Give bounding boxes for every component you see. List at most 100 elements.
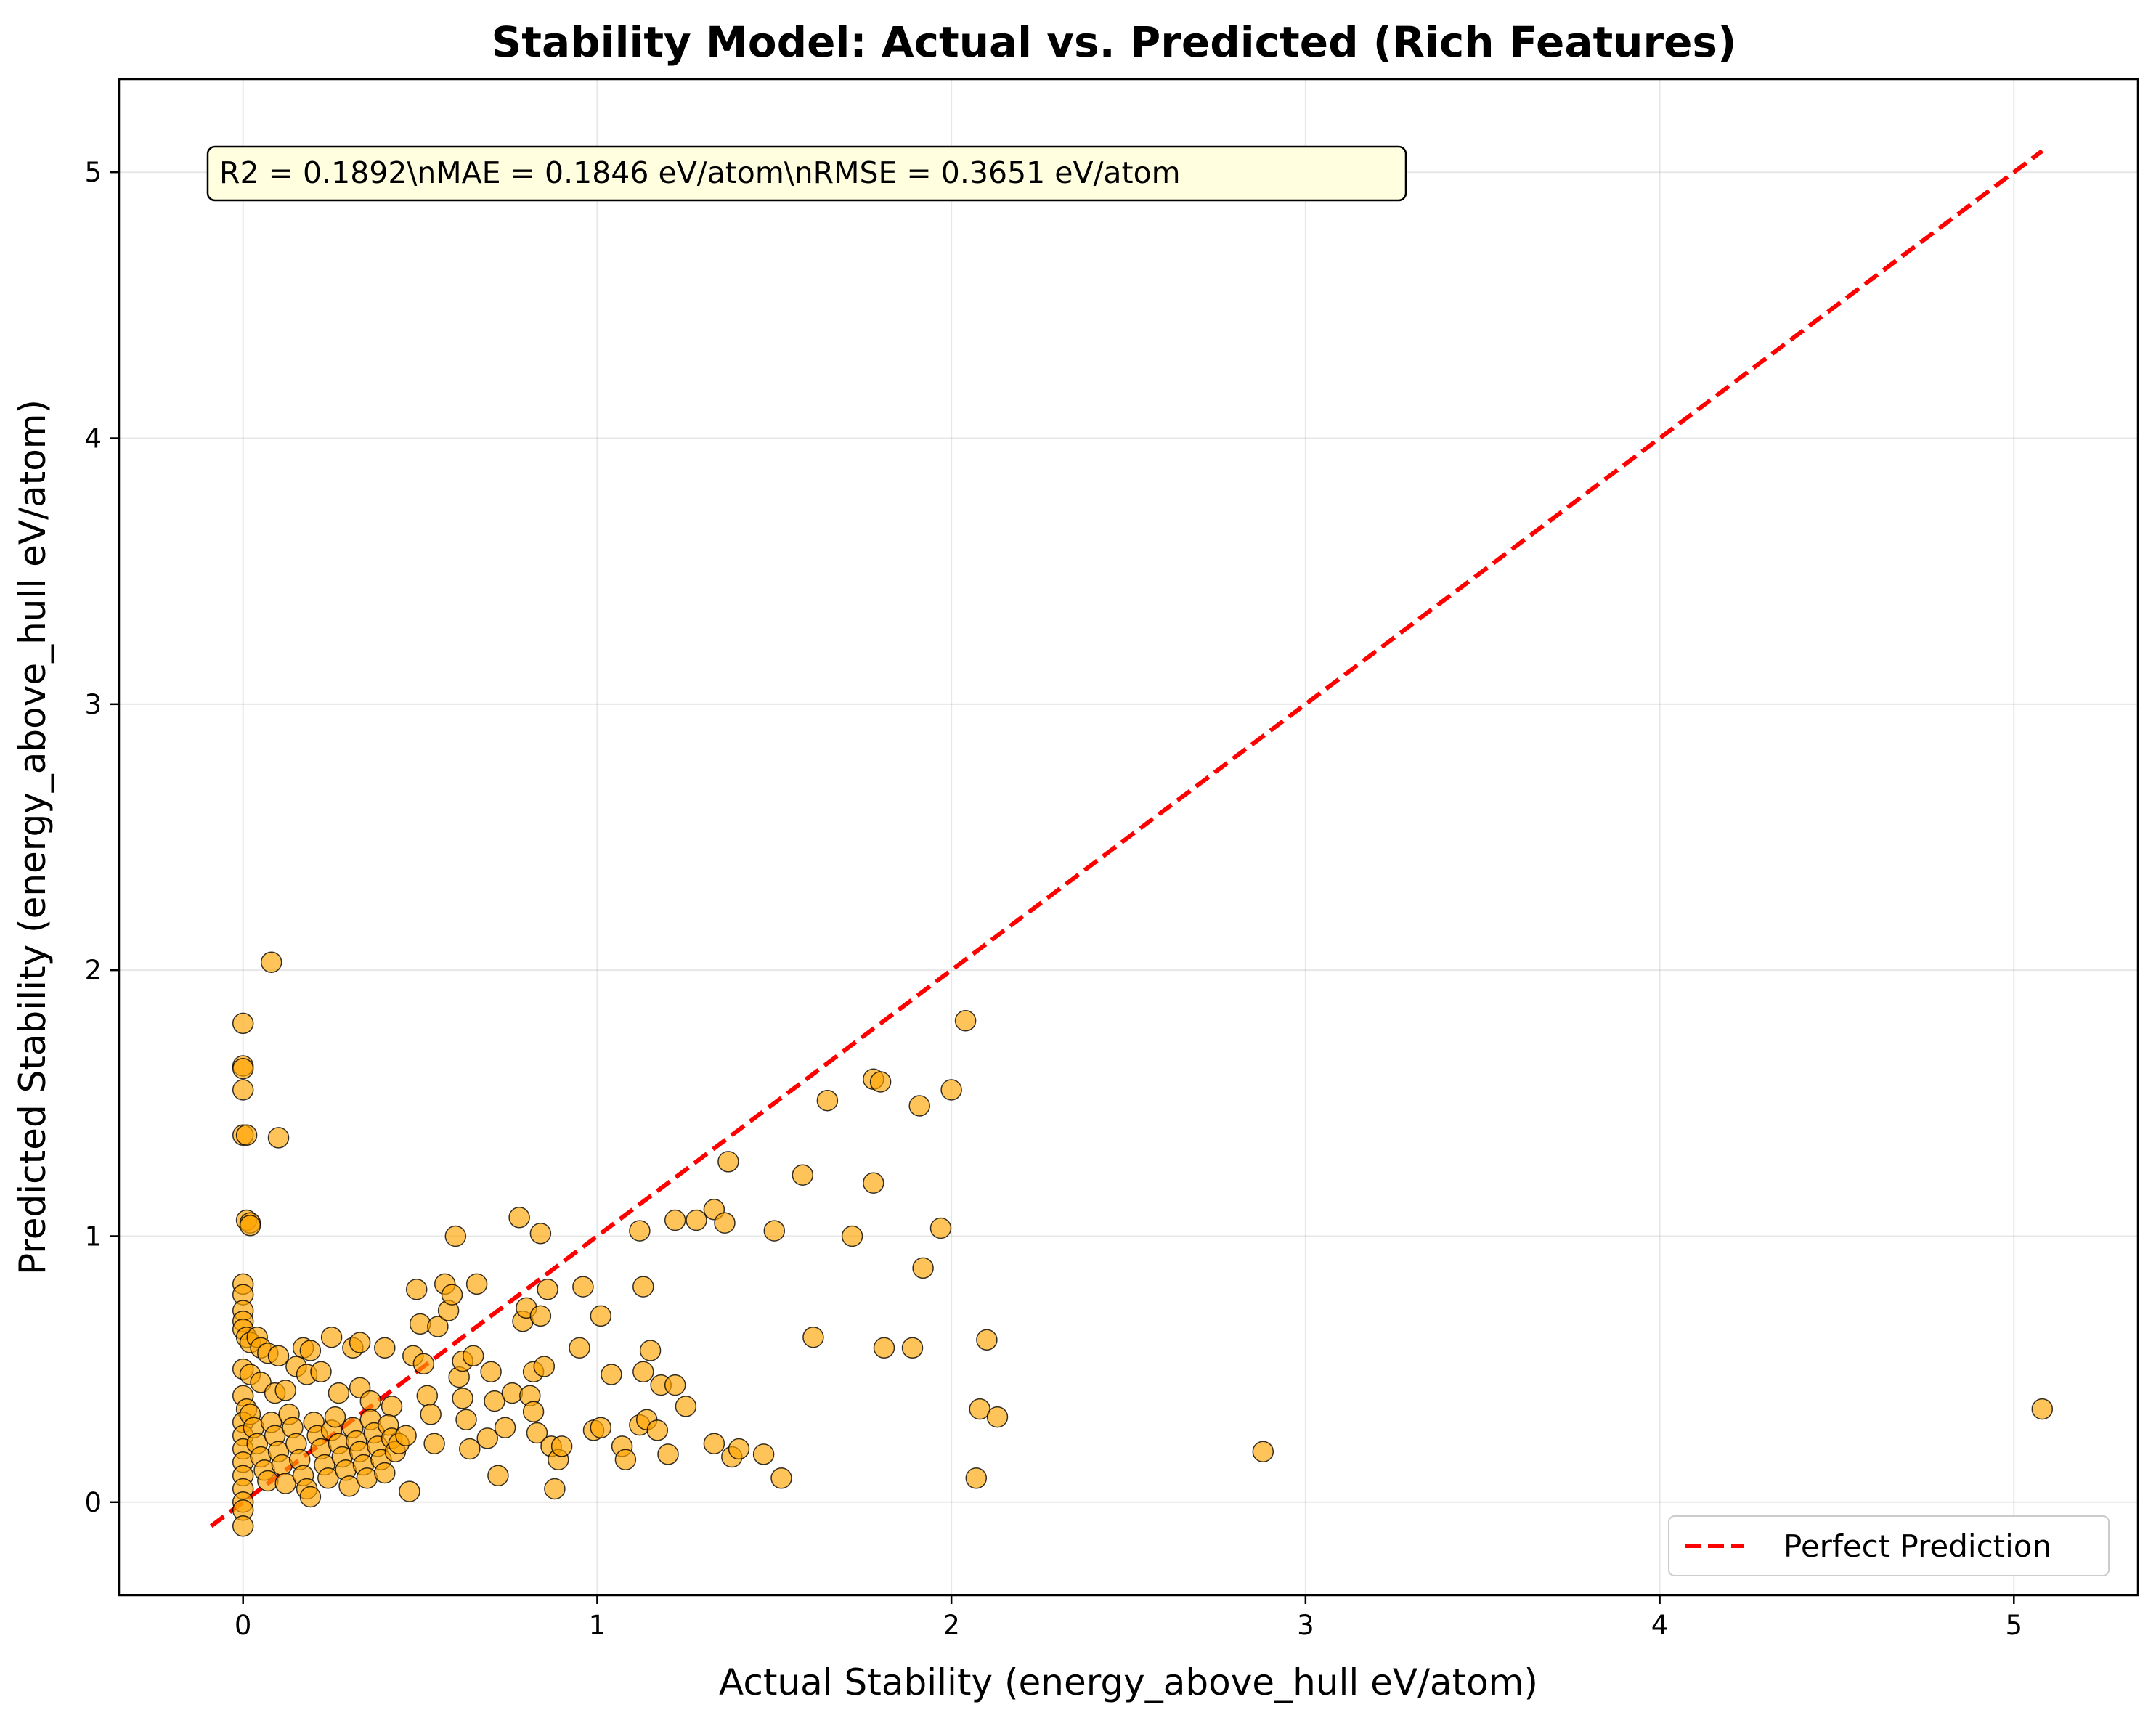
legend: Perfect Prediction (1668, 1515, 2110, 1576)
data-point (929, 1217, 952, 1239)
data-point (1252, 1441, 1274, 1462)
data-point (320, 1326, 343, 1348)
x-tick-label: 0 (235, 1610, 252, 1641)
data-point (569, 1337, 590, 1359)
plot-frame (118, 78, 2139, 1597)
data-point (601, 1364, 622, 1385)
data-point (356, 1467, 378, 1489)
axis-ticks: 0 1 2 3 4 5 0 1 2 3 4 5 (84, 157, 2022, 1641)
data-point (274, 1473, 296, 1494)
data-point (533, 1356, 556, 1377)
perfect-prediction-line (210, 149, 2044, 1528)
data-point (529, 1305, 552, 1327)
data-point (508, 1207, 530, 1229)
data-point (590, 1417, 612, 1438)
data-point (494, 1417, 516, 1438)
y-tick-label: 3 (84, 689, 102, 720)
data-point (420, 1404, 442, 1425)
data-point (954, 1010, 977, 1032)
data-point (484, 1390, 505, 1412)
data-point (232, 1057, 254, 1080)
data-point (257, 1470, 279, 1492)
data-point (940, 1079, 962, 1101)
data-point (487, 1465, 509, 1486)
data-point (763, 1220, 786, 1242)
data-point (908, 1095, 930, 1117)
data-point (717, 1151, 739, 1173)
data-point (646, 1419, 669, 1441)
data-point (299, 1486, 322, 1508)
data-point (501, 1382, 524, 1404)
data-point (675, 1396, 697, 1417)
data-point (965, 1467, 988, 1489)
data-point (2031, 1398, 2054, 1420)
stats-annotation-box (206, 145, 1407, 202)
x-tick-label: 3 (1297, 1610, 1314, 1641)
data-point (395, 1425, 417, 1446)
y-tick-label: 1 (84, 1221, 102, 1252)
data-point (629, 1220, 651, 1242)
data-point (374, 1337, 396, 1359)
data-point (614, 1449, 637, 1470)
y-tick-label: 0 (84, 1487, 102, 1518)
data-point (317, 1467, 339, 1489)
data-point (232, 1515, 254, 1537)
data-point (986, 1406, 1009, 1428)
data-point (459, 1438, 481, 1460)
data-point (572, 1276, 594, 1298)
data-point (274, 1380, 296, 1401)
x-tick-label: 2 (943, 1610, 960, 1641)
data-point (235, 1124, 258, 1146)
data-point (816, 1089, 839, 1112)
data-point (590, 1305, 612, 1327)
data-point (455, 1409, 477, 1430)
x-tick-label: 5 (2006, 1610, 2023, 1641)
data-point (664, 1374, 686, 1396)
data-point (465, 1273, 488, 1295)
data-point (657, 1443, 679, 1465)
data-point (452, 1388, 473, 1409)
x-axis-label: Actual Stability (energy_above_hull eV/a… (719, 1661, 1538, 1703)
data-point (522, 1401, 545, 1422)
data-point (338, 1475, 360, 1497)
data-point (232, 1079, 254, 1101)
data-point (912, 1257, 934, 1279)
data-point (409, 1313, 431, 1335)
y-tick-label: 5 (84, 157, 102, 188)
data-point (412, 1353, 435, 1375)
data-point (537, 1278, 558, 1300)
data-point (869, 1071, 892, 1093)
data-point (324, 1406, 346, 1428)
perfect-prediction-line-group (210, 149, 2044, 1528)
data-point (544, 1478, 566, 1500)
data-point (310, 1361, 332, 1383)
legend-box (1668, 1515, 2110, 1576)
data-point (299, 1340, 322, 1361)
x-tick-label: 4 (1651, 1610, 1669, 1641)
data-point (863, 1172, 884, 1194)
data-point (239, 1215, 261, 1237)
y-tick-label: 4 (84, 423, 102, 455)
data-point (526, 1422, 548, 1444)
data-point (260, 951, 282, 973)
data-point (529, 1223, 552, 1245)
chart-title: Stability Model: Actual vs. Predicted (R… (492, 17, 1737, 67)
x-tick-label: 1 (589, 1610, 606, 1641)
data-point (267, 1127, 290, 1149)
data-point (901, 1337, 924, 1359)
data-point (841, 1225, 863, 1247)
data-point (462, 1345, 484, 1367)
data-point (714, 1212, 736, 1234)
data-point (728, 1438, 750, 1460)
data-point (976, 1329, 998, 1351)
data-point (476, 1427, 498, 1449)
data-point (381, 1396, 403, 1417)
data-point (664, 1209, 686, 1231)
data-point (480, 1361, 502, 1383)
data-point (441, 1284, 463, 1306)
data-point (405, 1278, 428, 1300)
data-point (427, 1316, 449, 1337)
data-point (328, 1382, 350, 1404)
data-point (703, 1433, 725, 1454)
